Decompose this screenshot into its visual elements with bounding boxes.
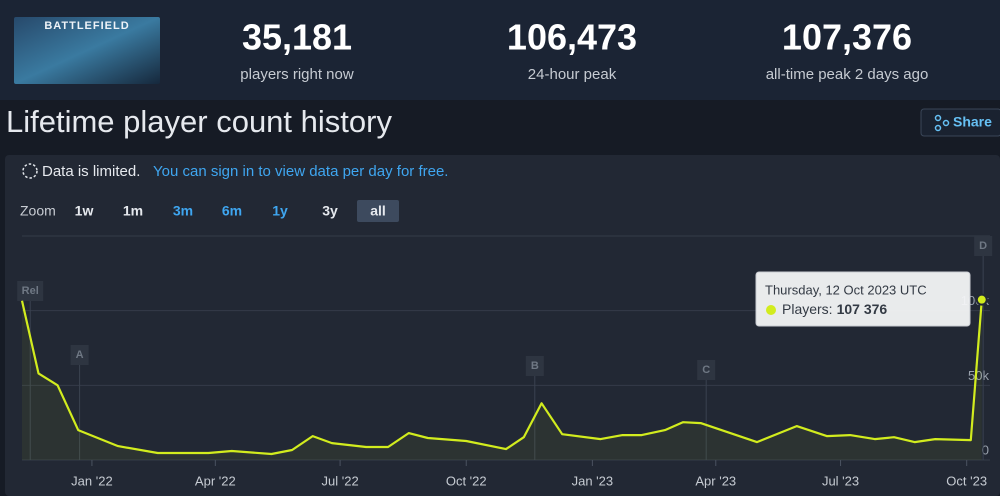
x-tick-label: Oct '22 xyxy=(446,473,487,488)
notice-text: Data is limited. xyxy=(42,163,140,180)
limited-icon xyxy=(22,163,38,179)
tooltip-value: 107 376 xyxy=(837,301,888,317)
annotation-box xyxy=(525,356,544,376)
share-icon xyxy=(934,114,942,122)
tooltip-dot xyxy=(766,305,776,315)
x-tick-label: Jul '22 xyxy=(322,473,359,488)
stat-label: 24-hour peak xyxy=(528,66,617,83)
annotation-label: B xyxy=(531,360,539,372)
annotation-label: A xyxy=(76,349,84,361)
zoom-label: Zoom xyxy=(20,203,56,219)
share-label[interactable]: Share xyxy=(953,114,992,130)
signin-link[interactable]: You can sign in to view data per day for… xyxy=(153,163,448,180)
zoom-option[interactable]: all xyxy=(370,203,386,219)
zoom-option[interactable]: 3m xyxy=(173,203,193,219)
x-tick-label: Jan '22 xyxy=(71,473,113,488)
x-tick-label: Apr '23 xyxy=(695,473,736,488)
annotation-label: D xyxy=(979,240,987,252)
annotation-box xyxy=(17,281,44,301)
zoom-option[interactable]: 1y xyxy=(272,203,288,219)
stat-label: players right now xyxy=(240,66,354,83)
header-bar xyxy=(0,0,1000,100)
tooltip-date: Thursday, 12 Oct 2023 UTC xyxy=(765,282,927,297)
x-tick-label: Jul '23 xyxy=(822,473,859,488)
stat-value: 107,376 xyxy=(782,17,912,58)
area xyxy=(22,299,982,460)
zoom-active[interactable] xyxy=(357,200,399,222)
annotation-label: C xyxy=(702,364,710,376)
annotation-box xyxy=(974,236,993,256)
zoom-option[interactable]: 3y xyxy=(322,203,338,219)
zoom-option[interactable]: 1m xyxy=(123,203,143,219)
share-icon xyxy=(934,124,942,132)
x-tick-label: Apr '22 xyxy=(195,473,236,488)
chart-panel xyxy=(5,155,1000,496)
zoom-option[interactable]: 1w xyxy=(75,203,94,219)
x-tick-label: Jan '23 xyxy=(572,473,614,488)
section-title: Lifetime player count history xyxy=(6,104,392,139)
stat-value: 106,473 xyxy=(507,17,637,58)
game-logo: BATTLEFIELD xyxy=(44,20,129,32)
stat-value: 35,181 xyxy=(242,17,352,58)
stat-label: all-time peak 2 days ago xyxy=(766,66,929,83)
game-image xyxy=(14,17,160,84)
y-tick-label: 50k xyxy=(968,368,989,383)
zoom-option[interactable]: 6m xyxy=(222,203,242,219)
share-icon xyxy=(942,119,950,127)
x-tick-label: Oct '23 xyxy=(946,473,987,488)
y-tick-label: 0 xyxy=(982,442,989,457)
tooltip-series: Players: xyxy=(782,301,833,317)
annotation-box xyxy=(697,360,716,380)
annotation-label: Rel xyxy=(22,285,39,297)
annotation-box xyxy=(70,345,89,365)
tooltip-row: Players: 107 376 xyxy=(782,301,887,317)
line xyxy=(20,299,983,456)
tooltip xyxy=(755,271,971,327)
hover-point xyxy=(975,293,988,306)
